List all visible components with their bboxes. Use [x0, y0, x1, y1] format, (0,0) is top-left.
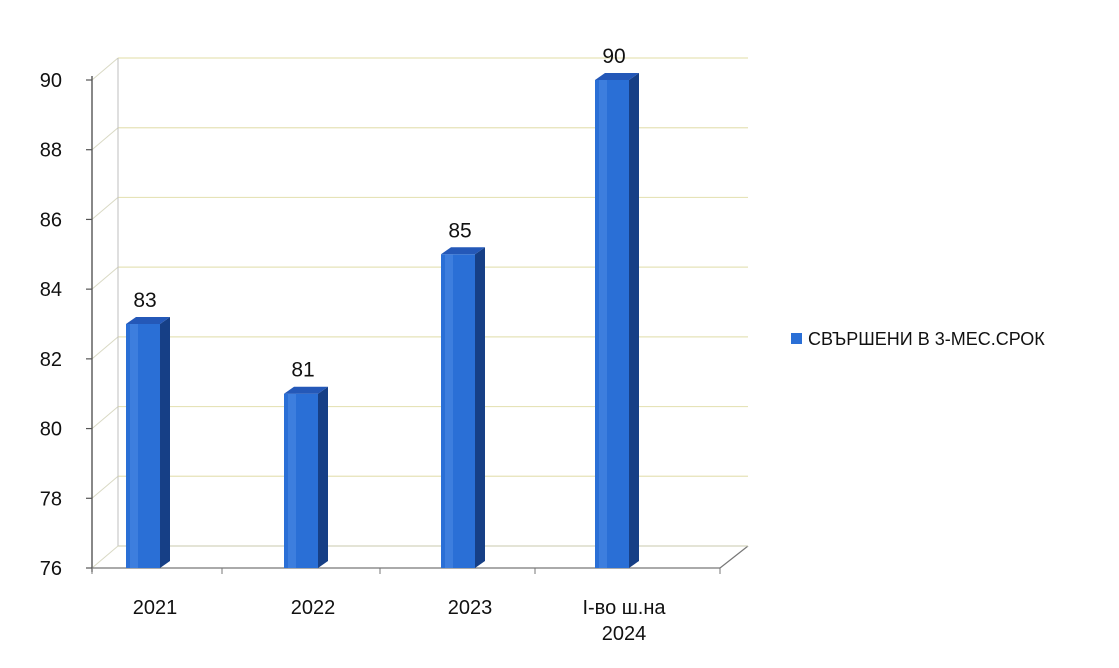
legend-label: СВЪРШЕНИ В 3-МЕС.СРОК [808, 329, 1045, 349]
y-tick-label: 86 [40, 209, 62, 231]
bar-highlight [445, 254, 453, 569]
x-tick-label: 2023 [448, 597, 493, 619]
bar-top [441, 247, 485, 255]
bar-highlight [130, 324, 138, 568]
bar-top [284, 386, 328, 394]
gridline-depth [91, 197, 119, 220]
bars [126, 73, 639, 569]
data-label: 81 [291, 359, 314, 382]
bar-side [475, 247, 485, 569]
grid-lines [91, 57, 748, 569]
gridline-depth [91, 266, 119, 290]
gridline-depth [91, 127, 119, 151]
gridline-depth [91, 57, 119, 81]
data-label: 83 [133, 289, 156, 312]
gridline-depth [91, 545, 119, 569]
floor-edge [719, 545, 749, 569]
bar [284, 386, 328, 568]
data-labels: 83 81 85 90 [133, 45, 625, 382]
gridline-depth [91, 336, 119, 360]
x-tick-label: 2024 [602, 623, 647, 645]
bar-highlight [599, 80, 607, 568]
data-label: 85 [448, 219, 471, 242]
bar [126, 317, 170, 568]
x-axis-ticks: 2021 2022 2023 I-во ш.на 2024 [133, 597, 667, 645]
y-tick-label: 82 [40, 349, 62, 371]
gridline-depth [91, 475, 119, 499]
y-tick-label: 88 [40, 140, 62, 162]
bar [595, 73, 639, 568]
gridline-depth [91, 406, 119, 429]
bar-side [318, 386, 328, 568]
y-tick-label: 76 [40, 558, 62, 580]
x-tick-label: 2021 [133, 597, 178, 619]
data-label: 90 [602, 45, 625, 68]
y-tick-label: 84 [40, 279, 62, 301]
bar-top [595, 73, 639, 80]
y-tick-label: 90 [40, 70, 62, 92]
legend: СВЪРШЕНИ В 3-МЕС.СРОК [791, 329, 1045, 349]
bar-side [160, 317, 170, 568]
bar-side [629, 73, 639, 568]
bar-top [126, 317, 170, 324]
y-tick-label: 80 [40, 419, 62, 441]
x-tick-label: 2022 [291, 597, 336, 619]
axes [91, 58, 749, 574]
x-tick-label: I-во ш.на [582, 597, 666, 619]
bar-highlight [288, 393, 296, 568]
y-axis-ticks: 76 78 80 82 84 86 88 90 [40, 70, 92, 580]
y-tick-label: 78 [40, 488, 62, 510]
bar [441, 247, 485, 569]
legend-swatch [791, 333, 802, 344]
